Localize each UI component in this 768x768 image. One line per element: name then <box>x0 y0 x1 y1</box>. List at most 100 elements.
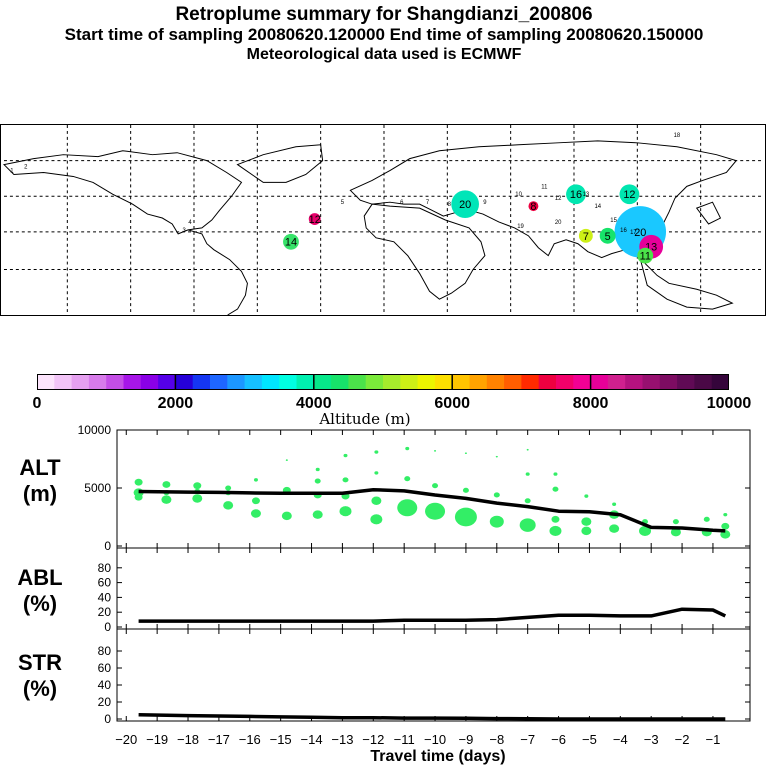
alt-scatter-point <box>525 472 530 476</box>
colorbar-swatch <box>37 374 55 390</box>
alt-scatter-point <box>285 459 288 462</box>
x-tick-label: −6 <box>551 732 566 747</box>
alt-scatter-point <box>161 495 172 504</box>
alt-scatter-point <box>134 493 143 501</box>
abl-mean-line <box>138 607 727 623</box>
alt-scatter-point <box>584 494 589 498</box>
colorbar-swatch <box>556 374 574 390</box>
alt-scatter-point <box>339 506 352 517</box>
colorbar-swatch <box>106 374 124 390</box>
colorbar-swatch <box>642 374 661 390</box>
colorbar-swatch <box>694 374 713 390</box>
y-tick-label: 0 <box>104 620 111 634</box>
alt-mean-line <box>138 487 726 533</box>
alt-scatter-point <box>281 511 292 521</box>
colorbar-swatch <box>244 374 263 390</box>
plume-cluster-label: 20 <box>634 227 646 239</box>
alt-scatter-point <box>374 450 379 454</box>
x-tick-label: −11 <box>394 732 415 747</box>
y-tick-label: 10000 <box>78 423 112 437</box>
x-tick-label: −8 <box>489 732 504 747</box>
alt-scatter-point <box>370 514 383 525</box>
alt-scatter-point <box>553 472 558 476</box>
colorbar-swatch <box>192 374 211 390</box>
plume-cluster <box>566 184 586 205</box>
colorbar-swatch <box>486 374 505 390</box>
alt-scatter-point <box>374 471 379 475</box>
abl-label-name: ABL <box>17 565 63 590</box>
alt-scatter-point <box>639 525 652 537</box>
sampling-times: Start time of sampling 20080620.120000 E… <box>64 25 704 44</box>
alt-scatter-point <box>315 467 320 472</box>
altitude-colorbar <box>37 374 729 390</box>
panel-frame <box>116 628 751 722</box>
x-tick-label: −9 <box>459 732 474 747</box>
alt-scatter-point <box>524 498 531 504</box>
colorbar-swatch <box>434 374 453 390</box>
x-tick-label: −20 <box>115 732 137 747</box>
colorbar-swatch <box>625 374 643 390</box>
colorbar-swatch <box>331 374 349 390</box>
str-panel-label: STR (%) <box>0 650 80 702</box>
str-mean-line <box>138 713 726 721</box>
plume-cluster-label: 20 <box>459 199 471 211</box>
y-tick-label: 60 <box>98 661 112 675</box>
alt-scatter-point <box>432 483 439 489</box>
y-tick-label: 80 <box>98 644 112 658</box>
alt-scatter-point <box>519 518 536 532</box>
abl-panel-label: ABL (%) <box>0 565 80 617</box>
alt-scatter-point <box>192 494 203 503</box>
colorbar-tick-label: 2000 <box>157 395 194 412</box>
time-series-panels: −20 −19 −18 −17 −16 −15 −14 −13 −12 −11 −10 −9 −8 −7−… <box>78 423 751 747</box>
alt-scatter-point <box>462 487 469 493</box>
plume-cluster <box>599 227 616 244</box>
plume-label: 10 <box>515 192 522 198</box>
plume-cluster <box>451 190 479 219</box>
plume-label: 6 <box>400 200 404 206</box>
colorbar-swatch <box>677 374 695 390</box>
colorbar-swatch <box>54 374 73 390</box>
alt-panel-label: ALT (m) <box>0 455 80 507</box>
x-tick-label: −19 <box>146 732 168 747</box>
alt-scatter-point <box>251 497 260 505</box>
y-tick-label: 20 <box>98 605 112 619</box>
x-tick-label: −5 <box>582 732 597 747</box>
y-tick-label: 5000 <box>84 481 111 495</box>
alt-scatter-point <box>672 519 679 525</box>
alt-scatter-point <box>721 522 730 530</box>
alt-scatter-point <box>526 448 529 451</box>
alt-scatter-point <box>551 515 560 523</box>
plume-cluster <box>619 184 640 205</box>
colorbar-tick-label: 6000 <box>434 395 470 412</box>
colorbar-swatch <box>158 374 176 390</box>
y-tick-label: 80 <box>98 561 112 575</box>
plume-cluster <box>578 228 593 243</box>
met-data-note: Meteorological data used is ECMWF <box>246 46 522 63</box>
colorbar-swatch <box>279 374 297 390</box>
colorbar-tick-label: 10000 <box>706 395 752 412</box>
colorbar-swatch <box>417 374 436 390</box>
panel-frame <box>116 429 751 549</box>
plume-cluster-label: 12 <box>309 214 321 226</box>
plume-label: 5 <box>341 200 345 206</box>
alt-scatter-point <box>371 496 382 506</box>
plume-cluster-label: 16 <box>570 189 582 201</box>
colorbar-swatch <box>140 374 159 390</box>
alt-scatter-point <box>342 477 349 483</box>
plume-cluster <box>308 213 321 225</box>
alt-scatter-point <box>489 515 504 528</box>
colorbar-swatch <box>607 374 626 390</box>
x-tick-label: −1 <box>706 732 721 747</box>
colorbar-swatch <box>590 374 609 390</box>
alt-scatter-point <box>581 526 592 536</box>
x-tick-label: −13 <box>331 732 353 747</box>
alt-scatter-point <box>425 502 446 520</box>
alt-scatter-point <box>250 509 261 518</box>
alt-scatter-point <box>612 502 617 506</box>
colorbar-swatch <box>175 374 194 390</box>
plume-label: 1 <box>10 169 13 175</box>
colorbar-swatch <box>469 374 488 390</box>
colorbar-swatch <box>504 374 522 390</box>
plume-cluster-label: 11 <box>640 251 651 263</box>
alt-scatter-point <box>581 517 592 526</box>
